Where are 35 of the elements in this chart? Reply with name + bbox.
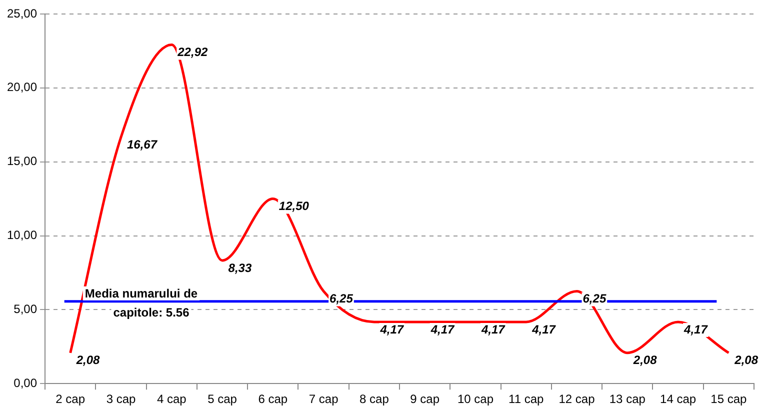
x-tick-label: 15 cap [710,392,748,406]
data-label: 12,50 [278,199,310,214]
x-tick-label: 13 cap [609,392,646,406]
y-tick-label: 15,00 [7,154,38,168]
x-tick-label: 10 cap [457,392,494,406]
y-tick-label: 25,00 [7,6,38,20]
x-tick-label: 4 cap [156,392,187,406]
x-tick-label: 9 cap [410,392,440,406]
ref-line-label: Media numarului de capitole: 5.56 [84,286,198,320]
data-label: 4,17 [430,322,456,336]
x-tick-label: 12 cap [558,392,596,406]
x-tick-label: 6 cap [258,392,288,406]
data-label: 6,25 [330,292,354,306]
x-tick-label: 5 cap [208,392,238,406]
data-label: 8,33 [228,260,252,275]
x-tick-label: 11 cap [508,392,544,406]
data-label: 4,17 [531,322,557,336]
x-tick-label: 2 cap [56,392,86,406]
x-tick-label: 7 cap [308,392,339,406]
y-tick-label: 10,00 [7,228,38,242]
data-label: 4,17 [683,322,709,336]
x-tick-label: 8 cap [360,392,390,406]
data-label: 2,08 [75,353,100,368]
x-tick-label: 3 cap [106,392,136,406]
data-label: 16,67 [126,137,158,152]
data-label: 4,17 [480,322,506,336]
y-tick-label: 5,00 [14,302,38,316]
data-label: 2,08 [632,353,658,368]
data-label: 22,92 [176,45,208,60]
x-tick-label: 14 cap [660,392,696,406]
y-tick-label: 20,00 [7,80,38,94]
data-label: 6,25 [582,292,606,306]
data-label: 2,08 [734,353,758,368]
y-tick-label: 0,00 [14,376,38,390]
data-label: 4,17 [379,322,405,336]
